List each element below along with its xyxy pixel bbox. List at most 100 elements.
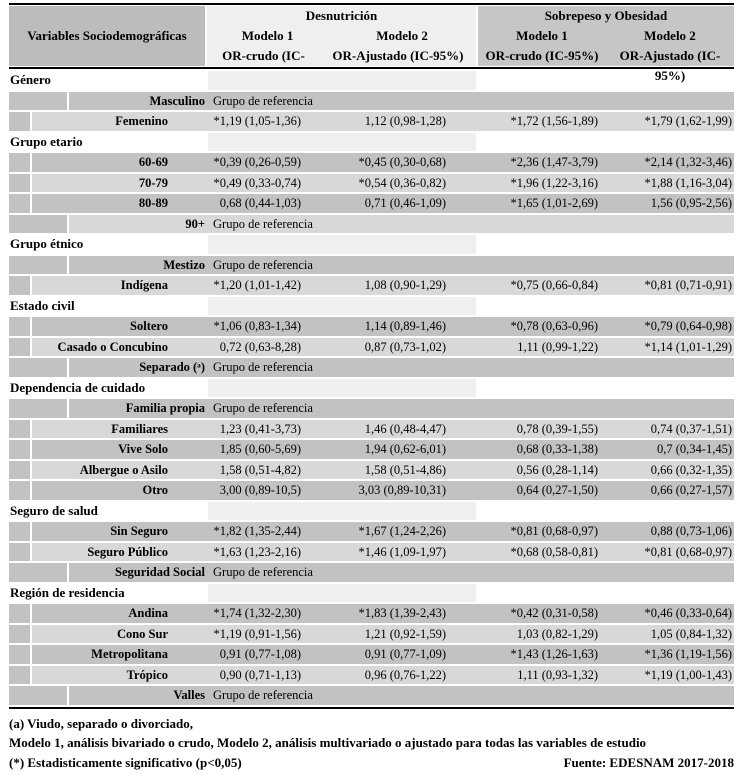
desnutricion-header-group: Desnutrición Modelo 1 Modelo 2 OR-crudo … <box>207 6 476 83</box>
table-row: Cono Sur *1,19 (0,91-1,56) 1,21 (0,92-1,59… <box>9 624 734 643</box>
table-row: Seguridad Social Grupo de referencia <box>9 563 734 582</box>
table-row: Mestizo Grupo de referencia <box>9 255 734 274</box>
row-gutter <box>9 481 30 500</box>
row-gutter <box>9 419 30 438</box>
or-value-cell: 1,11 (0,99-1,22) <box>517 339 598 354</box>
section-title: Grupo étnico <box>10 236 84 251</box>
table-row: Trópico 0,90 (0,71-1,13) 0,96 (0,76-1,22) 1… <box>9 665 734 684</box>
or-value-cell: 0,64 (0,27-1,50) <box>516 483 598 497</box>
section-title: Dependencia de cuidado <box>10 379 146 395</box>
or-value-cell: *0,46 (0,33-0,64) <box>644 606 733 620</box>
or-value-cell: *1,79 (1,62-1,99) <box>644 114 733 128</box>
row-label: Seguro Público <box>87 544 168 559</box>
or-value-cell: 0,66 (0,32-1,35) <box>650 462 732 477</box>
bottom-rule <box>9 706 734 709</box>
row-label: Vive Solo <box>118 442 168 456</box>
row-gutter <box>9 522 30 541</box>
table-row: Valles Grupo de referencia <box>9 686 734 705</box>
reference-group-cell: Grupo de referencia <box>213 257 313 272</box>
sobrepeso-model2-header: Modelo 2 <box>644 28 696 43</box>
or-value-cell: 1,12 (0,98-1,28) <box>364 114 446 128</box>
row-label: Otro <box>142 483 168 497</box>
section-title: Seguro de salud <box>10 502 98 518</box>
row-body: 90+ Grupo de referencia <box>69 214 734 233</box>
or-value-cell: *1,14 (1,01-1,29) <box>644 339 733 354</box>
row-body: Indígena *1,20 (1,01-1,42) 1,08 (0,90-1,29… <box>32 276 734 295</box>
table-row: Masculino Grupo de referencia <box>9 91 734 110</box>
or-value-cell: 0,78 (0,39-1,55) <box>516 421 598 436</box>
row-body: Valles Grupo de referencia <box>69 686 734 705</box>
or-value-cell: *0,49 (0,33-0,74) <box>213 175 302 190</box>
desnutricion-band-fill <box>207 71 477 90</box>
or-value-cell: 1,94 (0,62-6,01) <box>364 442 446 456</box>
header-rule <box>9 67 734 69</box>
row-label: Albergue o Asilo <box>79 462 168 477</box>
or-value-cell: *2,14 (1,32-3,46) <box>644 155 733 169</box>
section-title: Estado civil <box>10 297 75 313</box>
row-gutter <box>9 563 67 582</box>
table-row: 60-69 *0,39 (0,26-0,59) *0,45 (0,30-0,68) *… <box>9 153 734 172</box>
or-value-cell: *0,81 (0,68-0,97) <box>644 544 733 559</box>
table-row: 70-79 *0,49 (0,33-0,74) *0,54 (0,36-0,82) *… <box>9 173 734 192</box>
or-value-cell: *0,79 (0,64-0,98) <box>644 319 733 333</box>
desnutricion-band-fill <box>207 132 477 151</box>
row-label: Familia propia <box>125 401 205 415</box>
or-value-cell: *0,54 (0,36-0,82) <box>358 175 447 190</box>
row-label: Cono Sur <box>116 626 168 641</box>
or-value-cell: *0,39 (0,26-0,59) <box>213 155 302 169</box>
or-value-cell: *0,42 (0,31-0,58) <box>510 606 599 620</box>
table-row: Femenino *1,19 (1,05-1,36) 1,12 (0,98-1,28… <box>9 112 734 131</box>
section-title: Género <box>10 72 51 87</box>
or-value-cell: *1,19 (1,00-1,43) <box>644 667 733 682</box>
row-body: Seguridad Social Grupo de referencia <box>69 563 734 582</box>
reference-group-cell: Grupo de referencia <box>213 401 313 415</box>
row-label: 70-79 <box>138 175 168 190</box>
variables-header-cell: Variables Sociodemográficas <box>9 6 205 66</box>
desnutricion-band-fill <box>207 296 477 315</box>
row-gutter <box>9 214 67 233</box>
section-header-row: Región de residencia <box>9 583 734 602</box>
row-body: Familiares 1,23 (0,41-3,73) 1,46 (0,48-4,4… <box>32 419 734 438</box>
row-body: Trópico 0,90 (0,71-1,13) 0,96 (0,76-1,22) 1… <box>32 665 734 684</box>
desnutricion-band-fill <box>207 583 477 602</box>
row-body: 70-79 *0,49 (0,33-0,74) *0,54 (0,36-0,82) *… <box>32 173 734 192</box>
or-value-cell: *0,45 (0,30-0,68) <box>358 155 447 169</box>
or-value-cell: *1,83 (1,39-2,43) <box>358 606 447 620</box>
row-body: Otro 3,00 (0,89-10,5) 3,03 (0,89-10,31) 0,6… <box>32 481 734 500</box>
row-label: Separado (ᵃ) <box>139 360 205 374</box>
row-gutter <box>9 276 30 295</box>
row-body: Masculino Grupo de referencia <box>69 91 734 110</box>
or-value-cell: *0,81 (0,71-0,91) <box>644 278 733 292</box>
table-row: 90+ Grupo de referencia <box>9 214 734 233</box>
reference-group-cell: Grupo de referencia <box>213 360 313 374</box>
table-row: Albergue o Asilo 1,58 (0,51-4,82) 1,58 (0,… <box>9 460 734 479</box>
section-title: Grupo etario <box>10 133 83 149</box>
table-row: Casado o Concubino 0,72 (0,63-8,28) 0,87 (… <box>9 337 734 356</box>
or-value-cell: *1,72 (1,56-1,89) <box>510 114 599 128</box>
or-value-cell: 1,05 (0,84-1,32) <box>650 626 732 641</box>
row-label: Masculino <box>149 93 205 108</box>
sobrepeso-band-fill <box>478 133 734 152</box>
sobrepeso-header-group: Sobrepeso y Obesidad Modelo 1 Modelo 2 O… <box>478 6 734 83</box>
section-title: Región de residencia <box>10 584 125 600</box>
or-value-cell: 0,66 (0,27-1,57) <box>650 483 732 497</box>
or-value-cell: 1,85 (0,60-5,69) <box>219 442 301 456</box>
reference-group-cell: Grupo de referencia <box>213 93 313 108</box>
row-body: Sin Seguro *1,82 (1,35-2,44) *1,67 (1,24-2… <box>32 522 734 541</box>
row-label: Andina <box>128 606 168 620</box>
desnutricion-band-fill <box>207 235 477 254</box>
desnutricion-model1-header: Modelo 1 <box>241 28 294 43</box>
row-gutter <box>9 194 30 213</box>
row-label: Mestizo <box>163 257 205 272</box>
sobrepeso-or-crudo-header: OR-crudo (IC-95%) <box>485 48 599 63</box>
section-header-row: Estado civil <box>9 296 734 315</box>
footnote-a: (a) Viudo, separado o divorciado, <box>9 715 193 731</box>
row-body: Albergue o Asilo 1,58 (0,51-4,82) 1,58 (0,… <box>32 460 734 479</box>
section-header-row: Grupo etario <box>9 132 734 152</box>
row-body: Casado o Concubino 0,72 (0,63-8,28) 0,87 (… <box>32 337 734 356</box>
row-body: Andina *1,74 (1,32-2,30) *1,83 (1,39-2,43)… <box>32 604 734 623</box>
row-gutter <box>9 255 67 274</box>
section-header-row: Dependencia de cuidado <box>9 378 734 397</box>
desnutricion-title: Desnutrición <box>305 8 378 23</box>
row-gutter <box>9 624 30 643</box>
